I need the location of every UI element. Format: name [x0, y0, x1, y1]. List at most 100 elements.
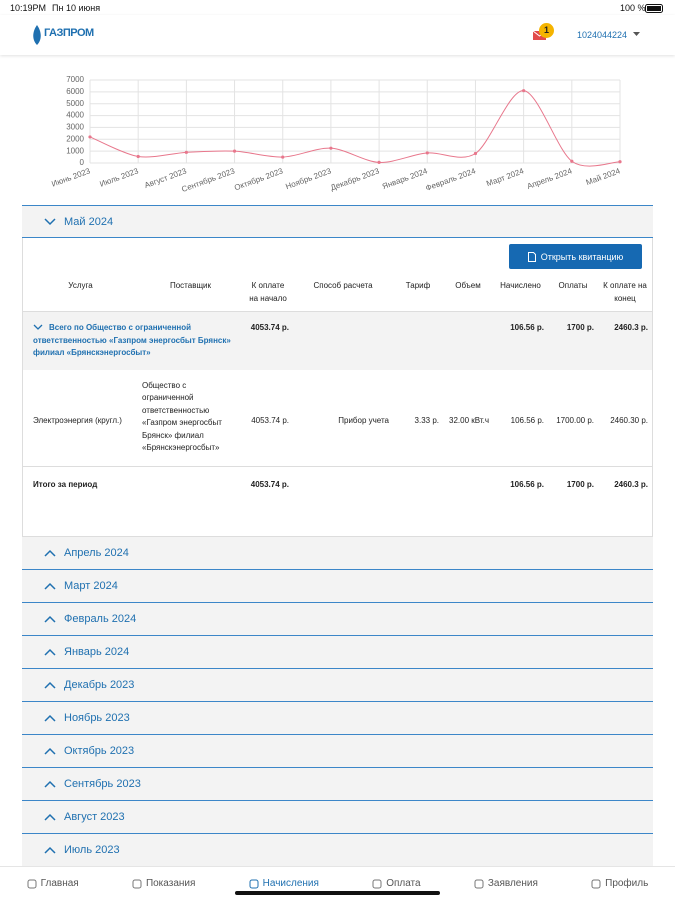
- nav-icon: [132, 879, 142, 888]
- x-tick-label: Ноябрь 2023: [284, 166, 332, 191]
- point: [570, 159, 574, 163]
- table-cell: 106.56 р.: [493, 370, 548, 467]
- cell-text: 1700 р.: [566, 480, 594, 489]
- column-header: Объем: [443, 276, 493, 312]
- x-tick-label: Февраль 2024: [424, 166, 477, 193]
- cell-text: 1700.00 р.: [556, 415, 594, 425]
- section-header[interactable]: Сентябрь 2023: [22, 768, 653, 801]
- cell-text: 2460.30 р.: [610, 415, 648, 425]
- y-tick-label: 2000: [66, 134, 84, 143]
- cell-text: Электроэнергия (кругл.): [33, 415, 122, 425]
- cell-text: Прибор учета: [338, 415, 389, 425]
- table-cell: 1700.00 р.: [548, 370, 598, 467]
- point: [522, 89, 526, 93]
- table-cell: 4053.74 р.: [243, 370, 293, 467]
- line: [89, 90, 621, 167]
- nav-icon: [372, 879, 382, 888]
- nav-label: Оплата: [386, 878, 421, 889]
- nav-icon: [474, 879, 484, 888]
- table-cell: Электроэнергия (кругл.): [23, 370, 138, 467]
- point: [281, 155, 285, 159]
- button-label: Открыть квитанцию: [540, 251, 624, 262]
- column-header: Поставщик: [138, 276, 243, 312]
- section-title: Февраль 2024: [64, 613, 137, 625]
- notification-badge: 1: [539, 23, 554, 38]
- table-cell: 106.56 р.: [493, 466, 548, 513]
- section-header[interactable]: Январь 2024: [22, 636, 653, 669]
- section-header[interactable]: Декабрь 2023: [22, 669, 653, 702]
- cell-text: 2460.3 р.: [614, 480, 648, 489]
- point: [136, 154, 140, 159]
- table-cell: Прибор учета: [293, 370, 393, 467]
- x-tick-label: Январь 2024: [381, 166, 429, 191]
- table-row: Электроэнергия (кругл.) Общество с ограни…: [23, 370, 652, 467]
- y-tick-label: 0: [80, 158, 85, 167]
- open-receipt-button[interactable]: Открыть квитанцию: [509, 244, 642, 269]
- x-tick-label: Апрель 2024: [526, 166, 574, 191]
- chevron-up: [44, 780, 56, 788]
- chart: 0 1000 2000 3000 4000 5000 6000 7000 Июнь 2023 Ию…: [50, 75, 622, 193]
- point: [232, 149, 237, 153]
- cell-text: 1700 р.: [566, 323, 594, 332]
- table-cell: [393, 466, 443, 513]
- point: [425, 151, 429, 155]
- table-cell: [293, 466, 393, 513]
- date: Пн 10 июня: [52, 3, 101, 13]
- column-header: К оплате на начало: [243, 276, 293, 312]
- point: [184, 150, 188, 154]
- table-cell: 4053.74 р.: [243, 311, 293, 370]
- section-header[interactable]: Март 2024: [22, 570, 653, 603]
- logo-text: ГАЗПРОМ: [44, 27, 94, 39]
- status-bar: 10:19PM Пн 10 июня 100 %: [0, 0, 675, 15]
- section-header[interactable]: Ноябрь 2023: [22, 702, 653, 735]
- table-cell: 3.33 р.: [393, 370, 443, 467]
- chevron-up: [44, 648, 56, 656]
- point: [473, 151, 478, 156]
- section-title: Август 2023: [64, 811, 125, 823]
- time: 10:19PM: [10, 3, 47, 13]
- x-tick-label: Сентябрь 2023: [180, 166, 236, 193]
- section-header[interactable]: Октябрь 2023: [22, 735, 653, 768]
- nav-item[interactable]: Профиль: [591, 878, 648, 889]
- x-tick-label: Декабрь 2023: [329, 166, 381, 192]
- cell-text: 32.00 кВт.ч: [449, 415, 489, 425]
- section-header[interactable]: Июль 2023: [22, 834, 653, 867]
- table-cell[interactable]: Всего по Общество с ограниченной ответст…: [23, 311, 243, 370]
- cell-text: 4053.74 р.: [250, 323, 289, 332]
- nav-item[interactable]: Показания: [132, 878, 195, 889]
- section-header[interactable]: Февраль 2024: [22, 603, 653, 636]
- nav-item[interactable]: Заявления: [474, 878, 538, 889]
- y-tick-label: 6000: [66, 87, 84, 96]
- dropdown-arrow: [633, 32, 640, 36]
- point: [377, 160, 381, 165]
- nav-item[interactable]: Оплата: [372, 878, 421, 889]
- chevron-up: [44, 681, 56, 689]
- account-number[interactable]: 1024044224: [577, 30, 628, 40]
- point: [88, 135, 92, 139]
- section-header[interactable]: Август 2023: [22, 801, 653, 834]
- table-cell: 2460.30 р.: [598, 370, 652, 467]
- nav-item[interactable]: Начисления: [249, 878, 319, 889]
- cell-text: 2460.3 р.: [614, 323, 648, 332]
- table-cell: [393, 311, 443, 370]
- y-tick-label: 5000: [66, 99, 84, 108]
- y-tick-label: 3000: [66, 123, 84, 132]
- chevron-up: [44, 813, 56, 821]
- x-tick-label: Май 2024: [585, 166, 622, 187]
- y-tick-label: 7000: [66, 75, 84, 84]
- table-cell: [293, 311, 393, 370]
- cell-text: Итого за период: [33, 480, 98, 489]
- section-title: Январь 2024: [64, 646, 130, 658]
- table-cell: Общество с ограниченной ответственностью…: [138, 370, 243, 467]
- chevron-up: [44, 582, 56, 590]
- table-row: Всего по Общество с ограниченной ответст…: [23, 311, 652, 370]
- section-title: Октябрь 2023: [64, 745, 135, 757]
- section-header[interactable]: Май 2024: [22, 205, 653, 238]
- section-header[interactable]: Апрель 2024: [22, 537, 653, 570]
- point: [618, 160, 622, 164]
- x-tick-label: Июль 2023: [99, 166, 141, 188]
- cell-text: Общество с ограниченной ответственностью…: [142, 380, 222, 453]
- x-tick-label: Март 2024: [485, 166, 525, 188]
- section-title: Сентябрь 2023: [64, 778, 141, 790]
- nav-item[interactable]: Главная: [27, 878, 79, 889]
